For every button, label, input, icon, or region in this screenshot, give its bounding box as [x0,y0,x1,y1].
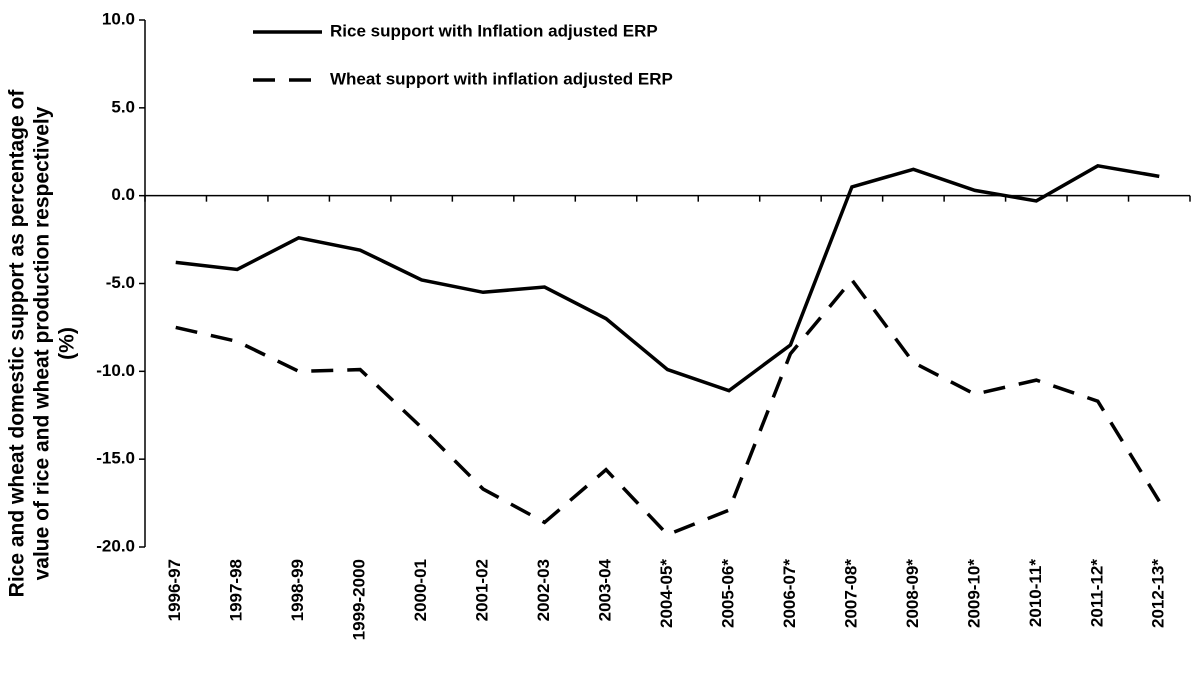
y-tick-label: -5.0 [106,273,135,292]
legend-label: Wheat support with inflation adjusted ER… [330,69,673,88]
legend-label: Rice support with Inflation adjusted ERP [330,21,658,40]
y-tick-label: -10.0 [96,361,135,380]
y-tick-label: 0.0 [111,185,135,204]
y-axis-label: Rice and wheat domestic support as perce… [6,89,29,598]
x-tick-label: 1996-97 [165,559,184,621]
x-tick-label: 2008-09* [903,559,922,628]
x-tick-label: 2006-07* [780,559,799,628]
y-tick-label: 10.0 [102,9,135,28]
x-tick-label: 2009-10* [964,559,983,628]
line-series [175,163,1160,393]
x-tick-label: 1997-98 [227,559,246,621]
x-tick-label: 1998-99 [288,559,307,621]
y-tick-label: 5.0 [111,97,135,116]
y-axis-label: (%) [56,327,79,360]
x-tick-label: 2002-03 [534,559,553,621]
x-tick-label: 2011-12* [1087,559,1106,627]
y-tick-label: -15.0 [96,449,135,468]
x-tick-label: 2004-05* [657,559,676,628]
x-tick-label: 2001-02 [473,559,492,621]
x-tick-label: 2005-06* [718,559,737,628]
x-tick-label: 2007-08* [841,559,860,628]
y-axis-label: value of rice and wheat production respe… [31,106,54,580]
x-tick-label: 2003-04 [596,558,615,621]
x-tick-label: 1999-2000 [350,559,369,640]
line-series [175,277,1161,537]
x-tick-label: 2012-13* [1149,559,1168,628]
x-tick-label: 2000-01 [411,559,430,621]
x-tick-label: 2010-11* [1026,559,1045,627]
y-tick-label: -20.0 [96,536,135,555]
